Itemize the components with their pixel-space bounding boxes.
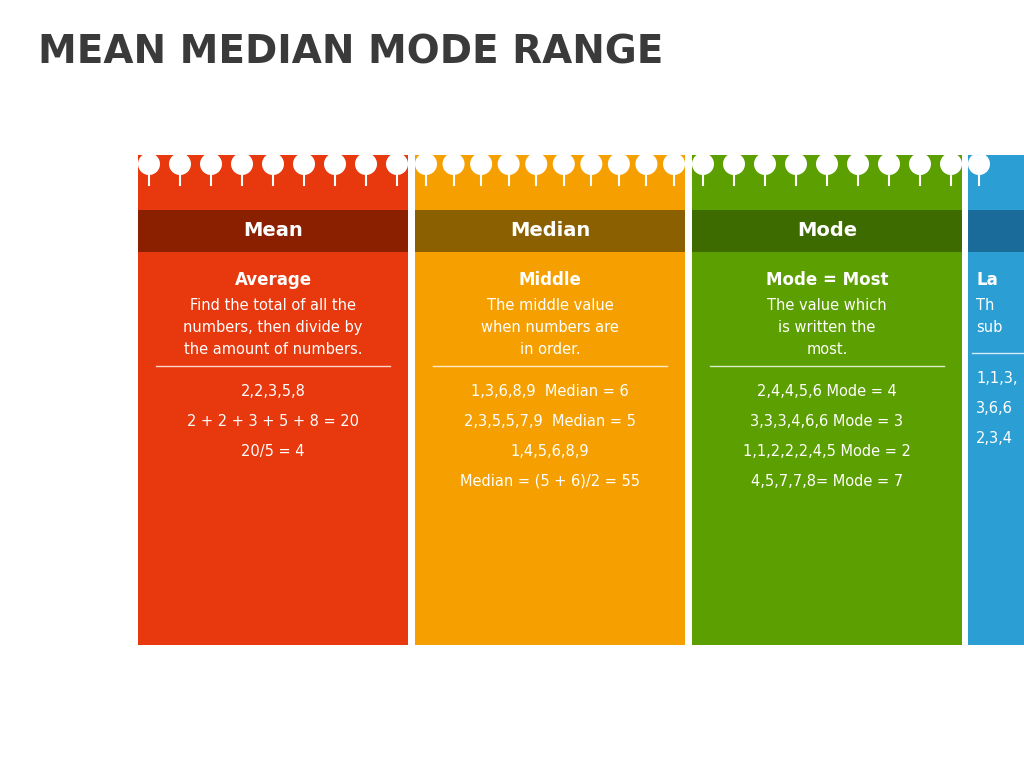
- Bar: [138, 210, 408, 252]
- Circle shape: [553, 153, 574, 175]
- Text: 1,3,6,8,9  Median = 6: 1,3,6,8,9 Median = 6: [471, 384, 629, 399]
- Circle shape: [525, 153, 547, 175]
- Text: Mean: Mean: [243, 221, 303, 240]
- Circle shape: [138, 153, 160, 175]
- Circle shape: [847, 153, 869, 175]
- Text: 3,6,6: 3,6,6: [976, 401, 1013, 416]
- Text: 4,5,7,7,8= Mode = 7: 4,5,7,7,8= Mode = 7: [751, 474, 903, 489]
- Text: 2,4,4,5,6 Mode = 4: 2,4,4,5,6 Mode = 4: [757, 384, 897, 399]
- Circle shape: [169, 153, 191, 175]
- Circle shape: [262, 153, 284, 175]
- Circle shape: [355, 153, 377, 175]
- Circle shape: [581, 153, 602, 175]
- Circle shape: [231, 153, 253, 175]
- Circle shape: [785, 153, 807, 175]
- Circle shape: [816, 153, 838, 175]
- Circle shape: [940, 153, 962, 175]
- Text: 3,3,3,4,6,6 Mode = 3: 3,3,3,4,6,6 Mode = 3: [751, 414, 903, 429]
- Circle shape: [293, 153, 315, 175]
- Text: 2,3,5,5,7,9  Median = 5: 2,3,5,5,7,9 Median = 5: [464, 414, 636, 429]
- Circle shape: [386, 153, 408, 175]
- Bar: [692, 155, 962, 645]
- Bar: [138, 155, 408, 210]
- Text: Median = (5 + 6)/2 = 55: Median = (5 + 6)/2 = 55: [460, 474, 640, 489]
- Bar: [415, 155, 685, 645]
- Circle shape: [878, 153, 900, 175]
- Text: Average: Average: [234, 271, 311, 289]
- Text: Th
sub: Th sub: [976, 298, 1002, 335]
- Text: 2 + 2 + 3 + 5 + 8 = 20: 2 + 2 + 3 + 5 + 8 = 20: [187, 414, 359, 429]
- Circle shape: [636, 153, 657, 175]
- Circle shape: [723, 153, 745, 175]
- Circle shape: [909, 153, 931, 175]
- Circle shape: [324, 153, 346, 175]
- Text: 1,1,2,2,2,4,5 Mode = 2: 1,1,2,2,2,4,5 Mode = 2: [743, 444, 911, 459]
- Circle shape: [415, 153, 437, 175]
- Circle shape: [663, 153, 685, 175]
- Text: 1,4,5,6,8,9: 1,4,5,6,8,9: [511, 444, 590, 459]
- Text: Mode = Most: Mode = Most: [766, 271, 888, 289]
- Text: Median: Median: [510, 221, 590, 240]
- Text: MEAN MEDIAN MODE RANGE: MEAN MEDIAN MODE RANGE: [38, 33, 664, 71]
- Text: 2,2,3,5,8: 2,2,3,5,8: [241, 384, 305, 399]
- Circle shape: [200, 153, 222, 175]
- Bar: [968, 210, 1024, 252]
- Circle shape: [608, 153, 630, 175]
- Bar: [692, 210, 962, 252]
- Bar: [138, 155, 408, 645]
- Circle shape: [692, 153, 714, 175]
- Text: 20/5 = 4: 20/5 = 4: [242, 444, 305, 459]
- Circle shape: [470, 153, 493, 175]
- Text: 1,1,3,: 1,1,3,: [976, 371, 1018, 386]
- Bar: [415, 210, 685, 252]
- Bar: [968, 155, 1024, 645]
- Circle shape: [442, 153, 465, 175]
- Circle shape: [498, 153, 519, 175]
- Text: Find the total of all the
numbers, then divide by
the amount of numbers.: Find the total of all the numbers, then …: [183, 298, 362, 357]
- Bar: [692, 155, 962, 210]
- Text: Mode: Mode: [797, 221, 857, 240]
- Text: Middle: Middle: [518, 271, 582, 289]
- Text: The value which
is written the
most.: The value which is written the most.: [767, 298, 887, 357]
- Circle shape: [968, 153, 990, 175]
- Bar: [968, 155, 1024, 210]
- Text: 2,3,4: 2,3,4: [976, 431, 1013, 446]
- Bar: [415, 155, 685, 210]
- Text: La: La: [976, 271, 997, 289]
- Text: The middle value
when numbers are
in order.: The middle value when numbers are in ord…: [481, 298, 618, 357]
- Circle shape: [754, 153, 776, 175]
